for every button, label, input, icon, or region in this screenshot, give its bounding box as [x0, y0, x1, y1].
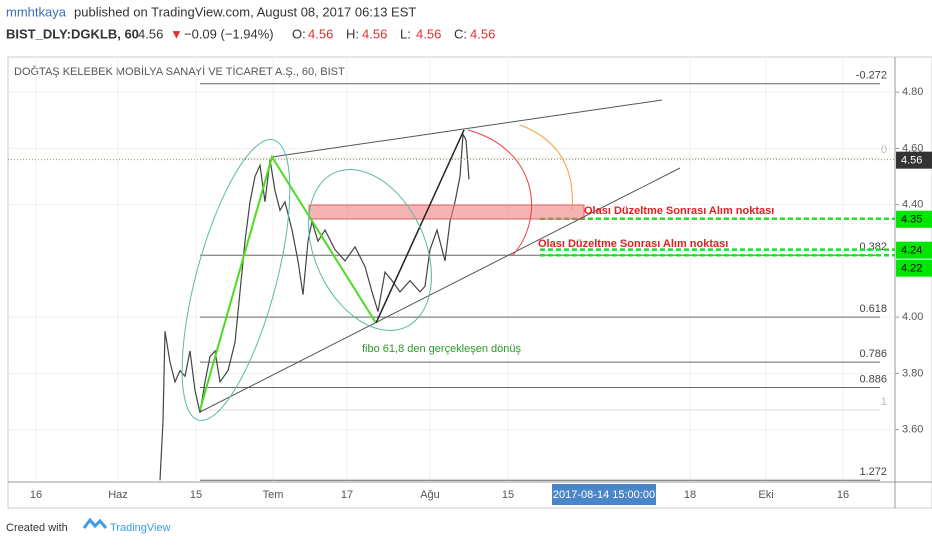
ohlc-value: 4.56: [470, 26, 495, 41]
fib-label: 0.886: [859, 373, 887, 385]
footer-brand[interactable]: TradingView: [110, 522, 171, 534]
arc: [519, 124, 573, 211]
x-tick-label: 16: [30, 489, 42, 501]
x-tick-label: 17: [341, 489, 353, 501]
ohlc-value: 4.56: [416, 26, 441, 41]
x-tick-label: Haz: [108, 489, 128, 501]
author[interactable]: mmhtkaya: [6, 4, 67, 19]
ohlc-value: 4.56: [308, 26, 333, 41]
x-tick-label: Tem: [263, 489, 284, 501]
ohlc-key: C:: [454, 26, 467, 41]
y-tick-label: 4.40: [902, 199, 923, 211]
price-badge: [896, 241, 932, 259]
price-badge: [896, 259, 932, 277]
y-tick-label: 4.80: [902, 86, 923, 98]
x-tick-label: 18: [684, 489, 696, 501]
x-tick-label: Eki: [758, 489, 773, 501]
fib-label: -0.272: [856, 70, 887, 82]
annotation: Olası Düzeltme Sonrası Alım noktası: [538, 238, 728, 250]
change-arrow: ▼: [170, 26, 183, 41]
fib-label: 0.618: [859, 303, 887, 315]
buy-zone: [308, 204, 585, 220]
price-badge: [896, 210, 932, 228]
price-badge-label: 4.22: [901, 263, 922, 275]
ohlc: O: 4.56 H: 4.56 L: 4.56 C: 4.56: [292, 26, 495, 41]
x-tick-label: 15: [502, 489, 514, 501]
arc: [467, 129, 532, 257]
ohlc-key: L:: [400, 26, 411, 41]
fib-label: 0: [881, 144, 887, 156]
cursor-label-bg: [552, 484, 656, 505]
ellipse: [181, 139, 291, 421]
y-tick-label: 4.60: [902, 142, 923, 154]
price-badge: [896, 151, 932, 169]
annotation: Olası Düzeltme Sonrası Alım noktası: [584, 205, 774, 217]
drawings: [181, 99, 681, 421]
price-badge-label: 4.24: [901, 245, 922, 257]
ellipse: [308, 169, 432, 331]
price-line: [159, 132, 470, 481]
y-tick-label: 3.60: [902, 424, 923, 436]
x-tick-label: 15: [190, 489, 202, 501]
symbol: BIST_DLY:DGKLB, 60: [6, 26, 139, 41]
annotation: fibo 61,8 den gerçekleşen dönüş: [362, 343, 522, 355]
y-tick-label: 4.00: [902, 311, 923, 323]
x-tick-label: 16: [837, 489, 849, 501]
trendline: [271, 99, 663, 158]
published: published on TradingView.com, August 08,…: [74, 4, 416, 19]
footer-created: Created with: [6, 522, 68, 534]
change: −0.09 (−1.94%): [184, 26, 274, 41]
x-tick-label: Ağu: [420, 489, 440, 501]
fib-label: 0.786: [859, 348, 887, 360]
brand-logo: [82, 517, 108, 529]
chart-title: DOĞTAŞ KELEBEK MOBİLYA SANAYİ VE TİCARET…: [14, 65, 345, 78]
fib-label: 1.272: [859, 466, 887, 478]
ohlc-key: O:: [292, 26, 306, 41]
trendline: [199, 167, 681, 413]
fib-label: 1: [881, 396, 887, 408]
plot: -0.272 0 0.382 0.618 0.786 0.886 1 1.272: [8, 57, 895, 482]
price-badge-label: 4.35: [901, 214, 922, 226]
price-badge-label: 4.56: [901, 155, 922, 167]
chart-frame: [7, 56, 932, 509]
cursor-label: 2017-08-14 15:00:00: [553, 489, 655, 501]
last-price: 4.56: [138, 26, 163, 41]
ohlc-value: 4.56: [362, 26, 387, 41]
y-tick-label: 3.80: [902, 367, 923, 379]
swing: [199, 154, 377, 411]
fib-label: 0.382: [859, 241, 887, 253]
ohlc-key: H:: [346, 26, 359, 41]
